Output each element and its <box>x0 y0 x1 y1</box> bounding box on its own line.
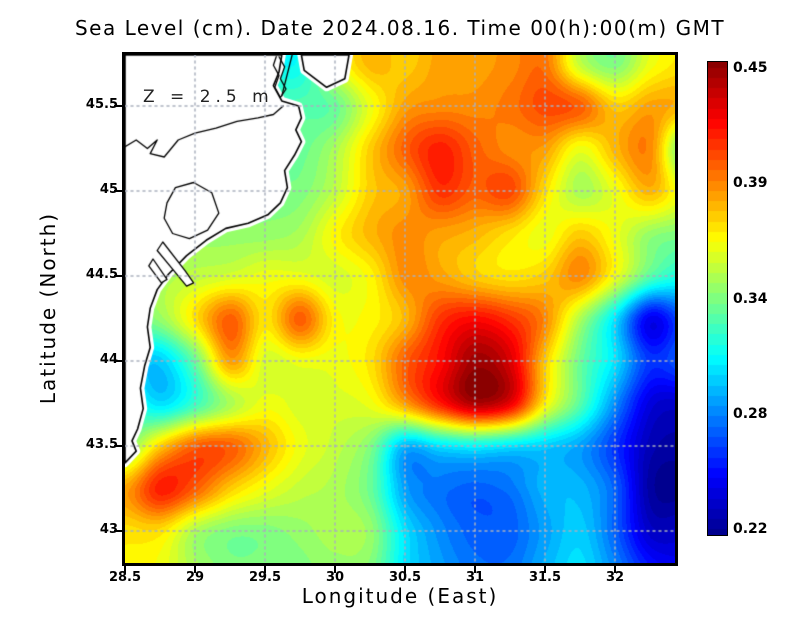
x-tick-mark <box>544 566 546 573</box>
y-tick-label: 43.5 <box>85 437 118 452</box>
y-axis-label: Latitude (North) <box>36 211 60 405</box>
x-tick-label: 30.5 <box>388 570 422 585</box>
y-tick-mark <box>114 445 122 447</box>
colorbar-canvas <box>708 62 727 535</box>
depth-annotation: Z = 2.5 m <box>143 87 274 107</box>
y-tick-mark <box>114 275 122 277</box>
y-tick-mark <box>114 360 122 362</box>
y-tick-mark <box>114 190 122 192</box>
y-tick-mark <box>114 530 122 532</box>
x-tick-label: 29 <box>185 570 205 585</box>
y-tick-label: 45.5 <box>85 97 118 112</box>
x-tick-mark <box>474 566 476 573</box>
x-tick-mark <box>124 566 126 573</box>
colorbar-frame <box>707 61 728 536</box>
x-tick-label: 28.5 <box>108 570 142 585</box>
y-tick-label: 44.5 <box>85 267 118 282</box>
chart-title: Sea Level (cm). Date 2024.08.16. Time 00… <box>74 16 726 40</box>
x-tick-label: 31 <box>465 570 485 585</box>
x-tick-label: 30 <box>325 570 345 585</box>
x-tick-mark <box>194 566 196 573</box>
colorbar-tick-label: 0.28 <box>733 405 768 422</box>
x-tick-mark <box>404 566 406 573</box>
colorbar-tick-label: 0.39 <box>733 175 768 192</box>
x-axis-label: Longitude (East) <box>301 584 499 608</box>
colorbar-tick-label: 0.22 <box>733 521 768 537</box>
y-tick-label: 43 <box>99 522 118 537</box>
colorbar-tick-label: 0.34 <box>733 290 768 307</box>
colorbar-tick-label: 0.45 <box>733 60 768 76</box>
x-tick-label: 29.5 <box>248 570 282 585</box>
x-tick-label: 32 <box>605 570 625 585</box>
plot-frame <box>122 52 678 566</box>
x-tick-mark <box>614 566 616 573</box>
y-tick-label: 45 <box>99 182 118 197</box>
x-tick-mark <box>264 566 266 573</box>
x-tick-label: 31.5 <box>528 570 562 585</box>
heatmap-canvas <box>125 55 675 563</box>
x-tick-mark <box>334 566 336 573</box>
y-tick-mark <box>114 105 122 107</box>
y-tick-label: 44 <box>99 352 118 367</box>
